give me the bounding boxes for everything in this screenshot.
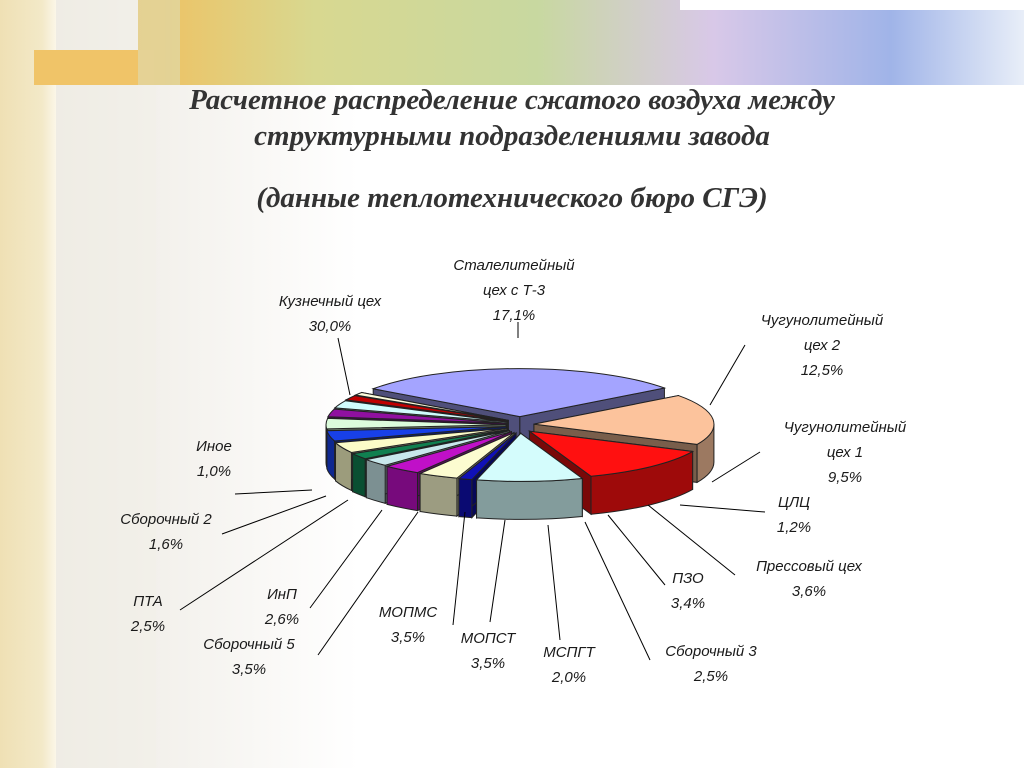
leader-line-5	[679, 504, 766, 513]
slice-label-14: ПТА 2,5%	[130, 593, 165, 635]
leader-line-13	[309, 509, 383, 609]
leader-line-14	[179, 499, 349, 611]
slice-label-3: Чугунолитейный цех 2 12,5%	[761, 312, 884, 379]
slice-label-11: МОПМС 3,5%	[379, 604, 438, 646]
slice-label-9: МСПГТ 2,0%	[543, 644, 596, 686]
leader-line-15	[221, 495, 327, 535]
slide-title-line2: структурными подразделениями завода	[254, 120, 770, 152]
slice-label-1: Кузнечный цех 30,0%	[279, 293, 382, 335]
slice-label-10: МОПСТ 3,5%	[461, 630, 517, 672]
leader-line-7	[607, 514, 666, 586]
pie-slice-4	[475, 432, 584, 520]
leader-line-12	[317, 511, 419, 656]
leader-line-8	[584, 521, 651, 661]
leader-line-11	[452, 511, 466, 626]
slice-label-5: ЦЛЦ 1,2%	[777, 494, 811, 536]
leader-line-1	[337, 337, 351, 396]
slide-subtitle: (данные теплотехнического бюро СГЭ)	[256, 182, 768, 214]
leader-line-4	[711, 451, 761, 483]
slice-label-8: Сборочный 3 2,5%	[665, 643, 757, 685]
slice-label-15: Сборочный 2 1,6%	[120, 511, 212, 553]
slice-label-2: Сталелитейный цех с Т-3 17,1%	[453, 257, 575, 324]
leader-line-9	[547, 524, 561, 641]
leader-line-6	[647, 504, 736, 576]
leader-line-3	[709, 344, 746, 406]
slice-label-6: Прессовый цех 3,6%	[756, 558, 862, 600]
leader-line-10	[489, 519, 506, 623]
slice-label-4: Чугунолитейный цех 1 9,5%	[784, 419, 907, 486]
slide-title-line1: Расчетное распределение сжатого воздуха …	[189, 84, 835, 116]
slice-label-13: ИнП 2,6%	[264, 586, 299, 628]
slice-label-12: Сборочный 5 3,5%	[203, 636, 295, 678]
leader-line-16	[234, 489, 313, 495]
slice-label-7: ПЗО 3,4%	[671, 570, 705, 612]
slice-label-16: Иное 1,0%	[196, 438, 232, 480]
